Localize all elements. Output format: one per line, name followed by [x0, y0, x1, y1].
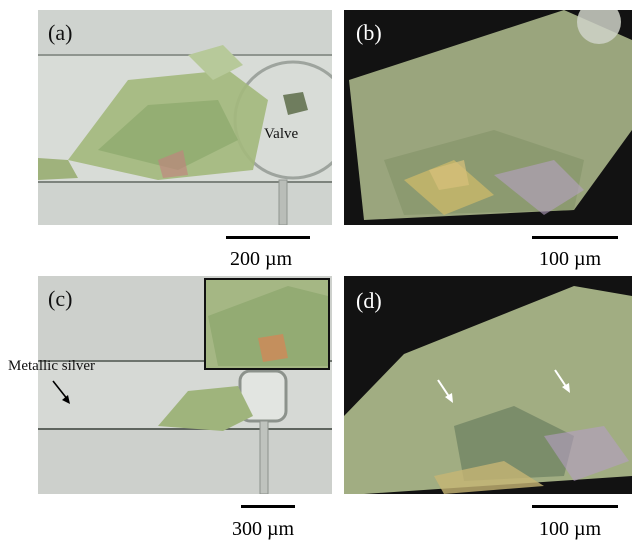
panel-d-scale-bar	[532, 505, 618, 508]
panel-c-label: (c)	[48, 286, 73, 311]
panel-d-image	[344, 276, 632, 494]
panel-a-scale-bar	[226, 236, 310, 239]
panel-d-scale-label: 100 µm	[539, 518, 602, 540]
metallic-silver-arrow	[52, 380, 70, 404]
panel-c-scale-label: 300 µm	[232, 518, 295, 540]
panel-b-scale-label: 100 µm	[539, 248, 602, 270]
metallic-silver-annotation: Metallic silver	[8, 358, 96, 374]
valve-annotation: Valve	[264, 126, 299, 142]
panel-c-micrograph: (c)	[38, 276, 332, 494]
panel-a-micrograph: (a) Valve	[38, 10, 332, 225]
panel-a-label: (a)	[48, 20, 73, 45]
panel-d-label: (d)	[356, 288, 382, 313]
panel-d-micrograph: (d)	[344, 276, 632, 494]
panel-a-scale-label: 200 µm	[230, 248, 293, 270]
panel-b-label: (b)	[356, 20, 382, 45]
panel-c-scale-bar	[241, 505, 295, 508]
panel-c-image	[38, 276, 332, 494]
panel-b-image	[344, 10, 632, 225]
panel-b-micrograph: (b)	[344, 10, 632, 225]
panel-a-image	[38, 10, 332, 225]
panel-b-scale-bar	[532, 236, 618, 239]
